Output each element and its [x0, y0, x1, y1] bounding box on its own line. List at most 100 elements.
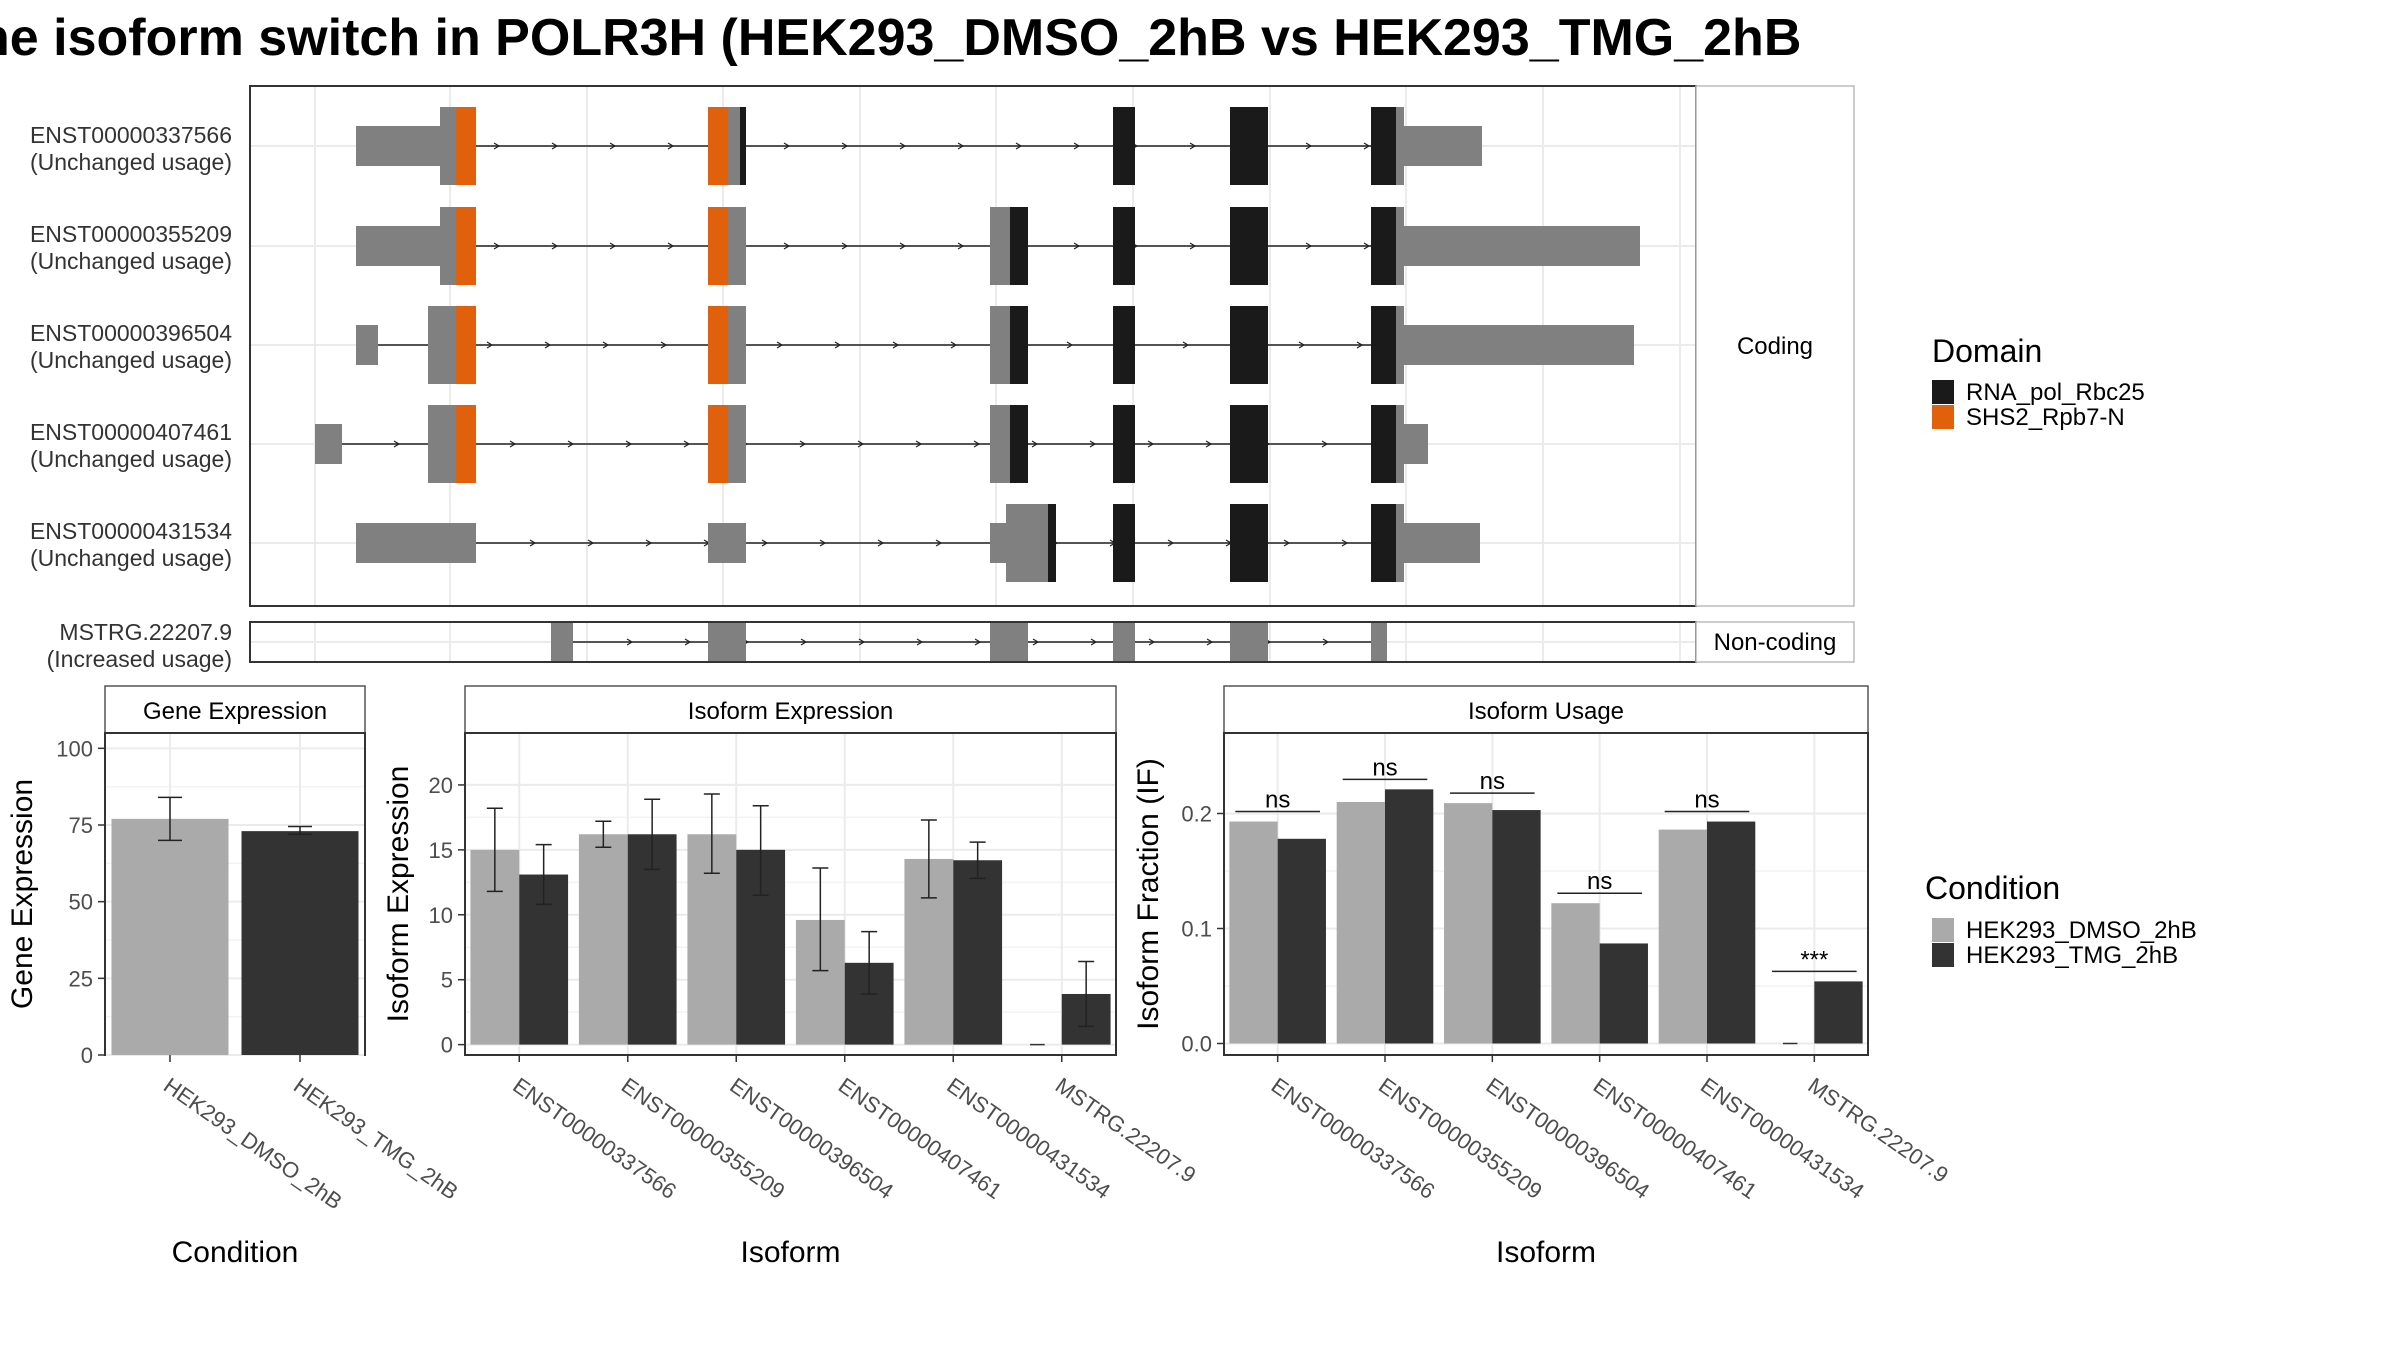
transcript-id: ENST00000355209 — [30, 221, 232, 247]
strand-arrow — [957, 142, 965, 150]
domain-legend-title: Domain — [1932, 333, 2042, 369]
utr-exon — [1396, 405, 1404, 483]
noncoding-exon — [1230, 623, 1268, 661]
y-tick-label: 0.0 — [1181, 1032, 1212, 1057]
transcript-id: ENST00000396504 — [30, 320, 232, 346]
plot-area — [1223, 732, 1869, 1056]
dmso-bar — [1444, 803, 1493, 1044]
y-tick-label: 0 — [441, 1033, 453, 1058]
rna-pol-rbc25-domain-exon — [1113, 207, 1135, 285]
strand-arrow — [1032, 638, 1040, 646]
strand-arrow — [858, 638, 866, 646]
strand-arrow — [1189, 242, 1197, 250]
strand-arrow — [799, 440, 807, 448]
strand-arrow — [1363, 142, 1371, 150]
strand-arrow — [1147, 440, 1155, 448]
transcript-id: ENST00000407461 — [30, 419, 232, 445]
legend-label: SHS2_Rpb7-N — [1966, 404, 2125, 431]
noncoding-exon — [990, 623, 1028, 661]
utr-exon — [708, 523, 746, 563]
shs2-rpb7n-domain-exon — [708, 405, 728, 483]
y-tick-label: 20 — [429, 773, 453, 798]
strand-arrow — [1182, 341, 1190, 349]
transcript-status: (Unchanged usage) — [30, 347, 232, 373]
x-axis-label: Isoform — [1496, 1236, 1596, 1269]
strand-arrow — [626, 638, 634, 646]
rna-pol-rbc25-domain-exon — [1230, 405, 1268, 483]
strand-arrow — [857, 440, 865, 448]
dmso-bar — [578, 834, 628, 1045]
utr-exon — [440, 405, 456, 483]
strand-arrow — [551, 142, 559, 150]
strand-arrow — [1321, 440, 1329, 448]
tmg-bar — [1492, 810, 1541, 1044]
utr-exon — [440, 207, 456, 285]
strand-arrow — [683, 440, 691, 448]
transcript-status: (Unchanged usage) — [30, 149, 232, 175]
utr-exon — [1396, 207, 1404, 285]
y-tick-label: 50 — [69, 890, 93, 915]
strand-arrow — [1015, 142, 1023, 150]
utr-exon — [356, 126, 440, 166]
strand-arrow — [1073, 142, 1081, 150]
strand-arrow — [1090, 638, 1098, 646]
isoform-usage-panel: Isoform Usage0.00.10.2ENST00000337566ENS… — [1132, 685, 1953, 1269]
dmso-bar — [1551, 903, 1600, 1044]
strand-arrow — [800, 638, 808, 646]
strand-arrow — [899, 242, 907, 250]
strand-arrow — [1066, 341, 1074, 349]
rna-pol-rbc25-domain-exon — [1048, 504, 1056, 582]
strand-arrow — [667, 142, 675, 150]
rna-pol-rbc25-domain-exon — [1230, 504, 1268, 582]
utr-exon — [428, 306, 440, 384]
utr-exon — [990, 207, 1010, 285]
strand-arrow — [609, 242, 617, 250]
utr-exon — [990, 405, 1010, 483]
strand-arrow — [1031, 440, 1039, 448]
noncoding-exon — [1113, 623, 1135, 661]
utr-exon — [440, 306, 456, 384]
strand-arrow — [841, 242, 849, 250]
utr-exon — [1006, 504, 1048, 582]
coding-strip — [1695, 85, 1855, 607]
noncoding-strip-label: Non-coding — [1714, 629, 1837, 656]
isoform-expression-panel: Isoform Expression05101520ENST0000033756… — [382, 685, 1200, 1269]
strand-arrow — [950, 341, 958, 349]
transcript-id: ENST00000431534 — [30, 518, 232, 544]
strand-arrow — [1205, 440, 1213, 448]
rna-pol-rbc25-domain-exon — [1010, 306, 1028, 384]
rna-pol-rbc25-domain-exon — [1230, 107, 1268, 185]
strand-arrow — [493, 142, 501, 150]
strand-arrow — [899, 142, 907, 150]
rna-pol-rbc25-domain-exon — [1010, 207, 1028, 285]
significance-label: ns — [1694, 787, 1719, 814]
strand-arrow — [783, 142, 791, 150]
strand-arrow — [684, 638, 692, 646]
utr-exon — [1396, 107, 1404, 185]
transcript-status: (Unchanged usage) — [30, 545, 232, 571]
dmso-bar — [111, 818, 229, 1055]
panel-strip — [1223, 685, 1869, 734]
rna-pol-rbc25-domain-exon — [1113, 107, 1135, 185]
strand-arrow — [602, 341, 610, 349]
strand-arrow — [973, 440, 981, 448]
tmg-bar — [1814, 981, 1863, 1044]
y-tick-label: 0 — [81, 1043, 93, 1068]
utr-exon — [1404, 226, 1640, 266]
strand-arrow — [1283, 539, 1291, 547]
utr-exon — [1404, 424, 1428, 464]
tmg-bar — [1277, 838, 1326, 1044]
x-axis-label: Condition — [172, 1236, 299, 1269]
rna-pol-rbc25-domain-exon — [1371, 504, 1396, 582]
rna-pol-rbc25-domain-exon — [1230, 207, 1268, 285]
y-tick-label: 100 — [56, 736, 93, 761]
rna-pol-rbc25-domain-exon — [1371, 207, 1396, 285]
utr-exon — [356, 325, 378, 365]
structure-tracks — [315, 107, 1640, 661]
legend-label: HEK293_DMSO_2hB — [1966, 917, 2197, 944]
significance-label: ns — [1480, 768, 1505, 795]
utr-exon — [728, 207, 746, 285]
rna-pol-rbc25-domain-exon — [740, 107, 746, 185]
strand-arrow — [1089, 440, 1097, 448]
